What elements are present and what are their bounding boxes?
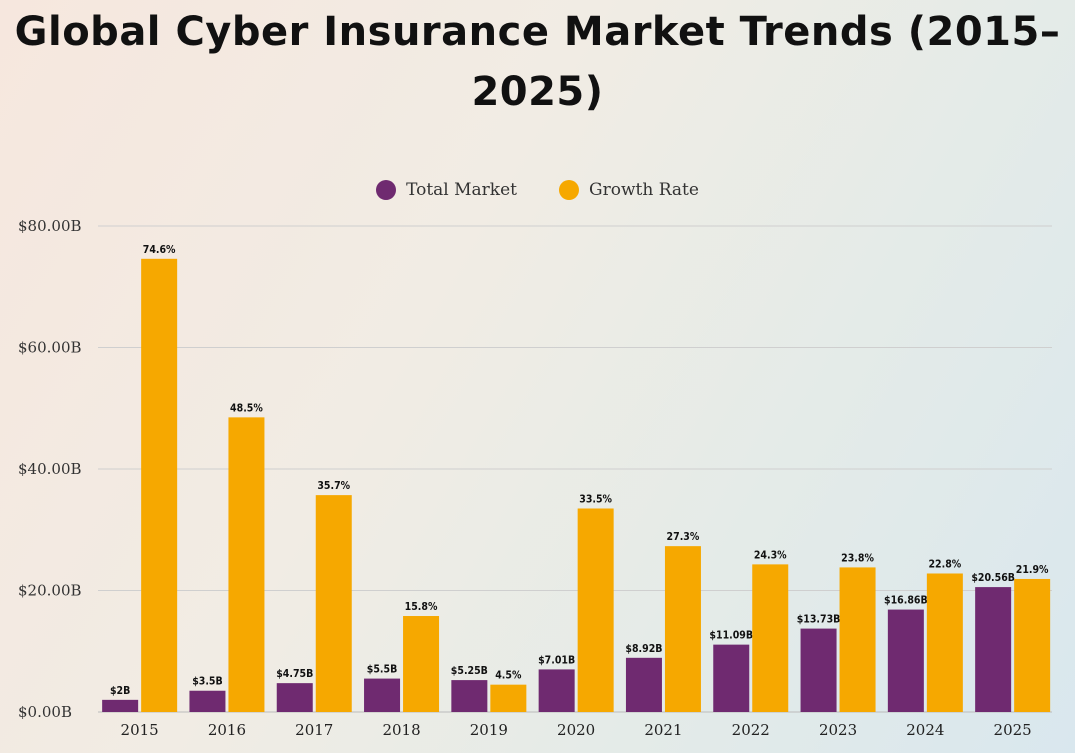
y-tick-label: $60.00B	[18, 339, 82, 357]
x-tick-label: 2019	[470, 721, 508, 739]
data-label-total-market: $5.5B	[367, 664, 398, 676]
data-label-total-market: $2B	[110, 685, 130, 697]
bar-growth-rate	[403, 616, 440, 712]
data-label-growth-rate: 27.3%	[667, 531, 700, 543]
x-tick-label: 2023	[819, 721, 857, 739]
data-label-total-market: $3.5B	[192, 676, 223, 688]
legend-swatch-total-market	[376, 180, 397, 200]
data-label-growth-rate: 23.8%	[841, 552, 874, 564]
data-label-total-market: $20.56B	[971, 572, 1015, 584]
bar-growth-rate	[577, 508, 614, 712]
bar-total-market	[364, 678, 401, 712]
data-label-total-market: $13.73B	[797, 614, 841, 626]
x-tick-label: 2018	[382, 721, 420, 739]
legend-swatch-growth-rate	[559, 180, 580, 200]
x-tick-label: 2024	[906, 721, 944, 739]
bar-growth-rate	[664, 546, 701, 712]
data-label-total-market: $7.01B	[538, 654, 575, 666]
legend-label-total-market: Total Market	[406, 180, 518, 200]
data-label-total-market: $5.25B	[451, 665, 488, 677]
bar-growth-rate	[839, 567, 876, 712]
x-tick-label: 2016	[208, 721, 246, 739]
bar-total-market	[713, 644, 750, 712]
data-label-growth-rate: 74.6%	[143, 244, 176, 256]
y-tick-label: $0.00B	[18, 703, 72, 721]
data-label-growth-rate: 35.7%	[317, 480, 350, 492]
bar-total-market	[538, 669, 575, 712]
data-label-growth-rate: 48.5%	[230, 402, 263, 414]
bar-total-market	[189, 690, 226, 712]
x-tick-label: 2017	[295, 721, 333, 739]
bar-total-market	[102, 699, 139, 712]
x-tick-label: 2025	[994, 721, 1032, 739]
legend-label-growth-rate: Growth Rate	[589, 180, 699, 200]
bar-growth-rate	[752, 564, 789, 712]
bar-total-market	[451, 680, 488, 712]
legend-item-total-market: Total Market	[376, 180, 517, 200]
bar-total-market	[800, 628, 837, 712]
data-label-growth-rate: 4.5%	[495, 670, 522, 682]
legend: Total Market Growth Rate	[0, 176, 1075, 204]
data-label-growth-rate: 24.3%	[754, 549, 787, 561]
data-label-total-market: $16.86B	[884, 595, 928, 607]
x-tick-label: 2022	[732, 721, 770, 739]
x-tick-label: 2015	[121, 721, 159, 739]
data-label-growth-rate: 22.8%	[928, 558, 961, 570]
data-label-total-market: $4.75B	[276, 668, 313, 680]
data-label-total-market: $8.92B	[625, 643, 662, 655]
x-tick-label: 2020	[557, 721, 595, 739]
data-label-growth-rate: 15.8%	[405, 601, 438, 613]
bar-growth-rate	[1014, 578, 1051, 712]
y-tick-label: $40.00B	[18, 460, 82, 478]
x-tick-label: 2021	[644, 721, 682, 739]
legend-item-growth-rate: Growth Rate	[559, 180, 699, 200]
data-label-growth-rate: 33.5%	[579, 493, 612, 505]
y-tick-label: $80.00B	[18, 217, 82, 235]
bar-growth-rate	[926, 573, 963, 712]
data-label-total-market: $11.09B	[709, 630, 753, 642]
bar-total-market	[975, 587, 1012, 712]
bar-total-market	[276, 683, 313, 712]
chart-title: Global Cyber Insurance Market Trends (20…	[14, 9, 1061, 115]
bar-growth-rate	[315, 495, 352, 712]
data-label-growth-rate: 21.9%	[1016, 564, 1049, 576]
bar-growth-rate	[490, 684, 527, 712]
bar-total-market	[887, 609, 924, 712]
y-tick-label: $20.00B	[18, 582, 82, 600]
bar-growth-rate	[141, 258, 178, 712]
bar-growth-rate	[228, 417, 265, 712]
bar-total-market	[625, 657, 662, 712]
